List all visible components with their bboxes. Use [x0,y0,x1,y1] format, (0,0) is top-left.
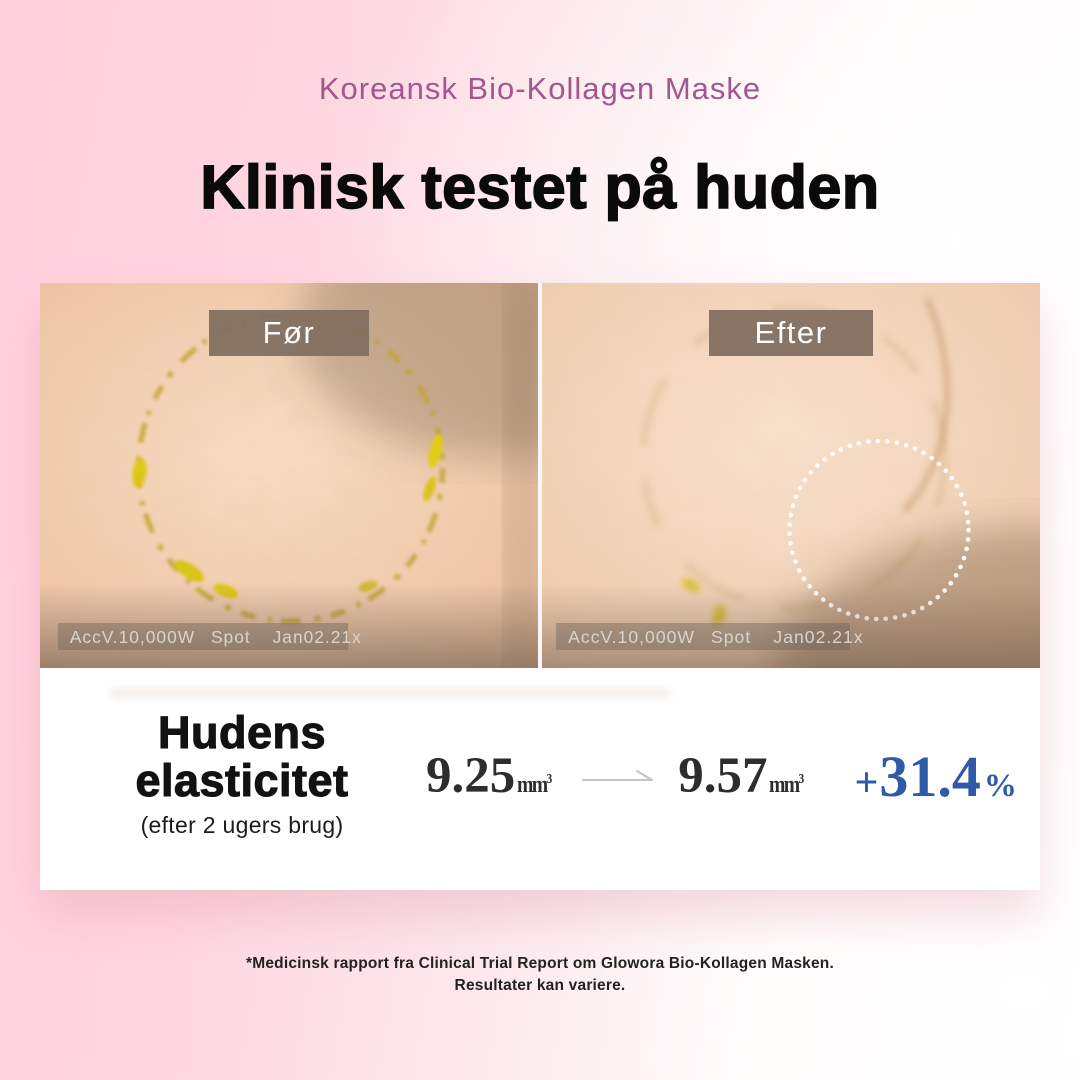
before-label: Før [209,310,369,356]
metric-title-line2: elasticitet [135,755,349,806]
arrow-icon [580,767,658,785]
scope-meta-mode: Spot [711,627,751,647]
after-label: Efter [709,310,873,356]
scope-meta-bar: AccV.10,000W Spot Jan02.21x [556,623,863,650]
scope-meta-mode: Spot [211,627,251,647]
results-panel: Hudens elasticitet (efter 2 ugers brug) … [40,668,1040,890]
metric-title-line1: Hudens [157,706,326,758]
before-after-comparison: AccV.10,000W Spot Jan02.21x Før [40,283,1040,668]
unit-label: mm3 [517,772,553,798]
after-value: 9.57 mm3 [678,748,805,804]
dotted-focus-circle [787,438,971,622]
disclaimer-text: *Medicinsk rapport fra Clinical Trial Re… [246,955,834,995]
after-image-panel: AccV.10,000W Spot Jan02.21x Efter [542,283,1040,668]
measurement-row: 9.25 mm3 9.57 mm3 +31.4% [426,743,1017,810]
unit-label: mm3 [769,772,805,798]
scope-meta-mag: Jan02.21x [273,627,362,647]
scope-meta-acc: AccV.10,000W [568,627,695,647]
scope-meta-mag: Jan02.21x [773,627,863,647]
ghost-artifact [110,688,670,699]
product-subtitle: Koreansk Bio-Kollagen Maske [318,71,762,106]
metric-note: (efter 2 ugers brug) [140,812,344,839]
page-title: Klinisk testet på huden [200,152,880,222]
scope-meta-bar: AccV.10,000W Spot Jan02.21x [57,623,362,650]
clinical-test-card: AccV.10,000W Spot Jan02.21x Før [40,283,1040,890]
change-percentage: +31.4% [854,743,1017,809]
before-value: 9.25 mm3 [426,748,553,804]
scope-meta-acc: AccV.10,000W [70,627,195,647]
before-image-panel: AccV.10,000W Spot Jan02.21x Før [40,283,538,668]
metric-title-block: Hudens elasticitet (efter 2 ugers brug) [92,706,392,839]
